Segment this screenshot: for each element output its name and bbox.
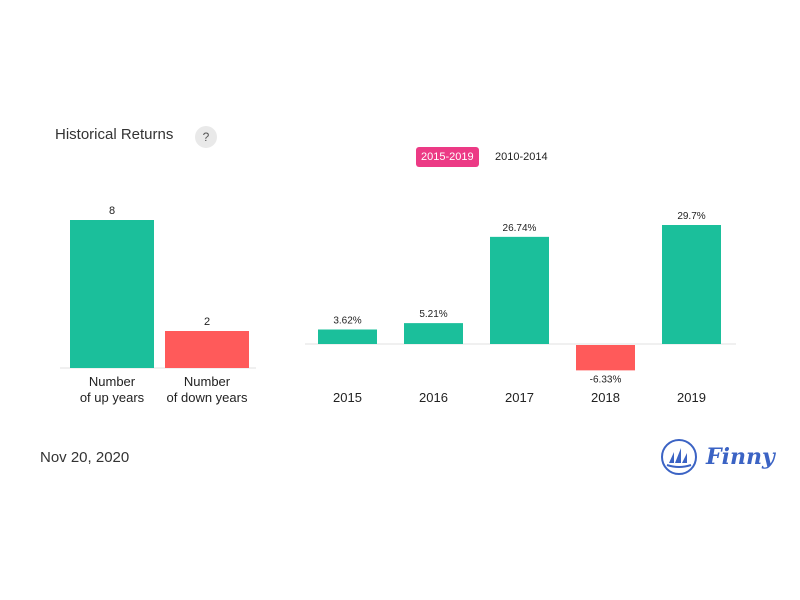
- range-tab-2015-2019[interactable]: 2015-2019: [416, 147, 479, 167]
- data-label: 26.74%: [503, 223, 537, 234]
- year-label: 2015: [333, 390, 362, 405]
- data-label: 5.21%: [419, 309, 447, 320]
- category-label: Number: [184, 374, 231, 389]
- bar-2018: [576, 345, 635, 371]
- sailboat-icon: [661, 439, 697, 475]
- year-label: 2017: [505, 390, 534, 405]
- bar-2019: [662, 225, 721, 344]
- chart-title: Historical Returns: [55, 126, 174, 143]
- snapshot-date: Nov 20, 2020: [40, 449, 130, 466]
- year-label: 2018: [591, 390, 620, 405]
- help-button[interactable]: ?: [195, 126, 217, 148]
- category-label: of up years: [80, 390, 145, 405]
- bar-2015: [318, 329, 377, 344]
- category-label: of down years: [167, 390, 248, 405]
- bar-up-years: [70, 220, 154, 368]
- finny-logo: Finny: [660, 438, 775, 476]
- year-label: 2016: [419, 390, 448, 405]
- data-label: -6.33%: [590, 374, 622, 385]
- bar-2017: [490, 236, 549, 344]
- data-label: 3.62%: [333, 315, 361, 326]
- data-label: 8: [109, 205, 115, 217]
- logo-text: Finny: [706, 444, 775, 470]
- year-label: 2019: [677, 390, 706, 405]
- data-label: 2: [204, 316, 210, 328]
- bar-2016: [404, 323, 463, 344]
- bar-down-years: [165, 331, 249, 368]
- data-label: 29.7%: [677, 211, 705, 222]
- range-tab-2010-2014[interactable]: 2010-2014: [495, 151, 548, 163]
- category-label: Number: [89, 374, 136, 389]
